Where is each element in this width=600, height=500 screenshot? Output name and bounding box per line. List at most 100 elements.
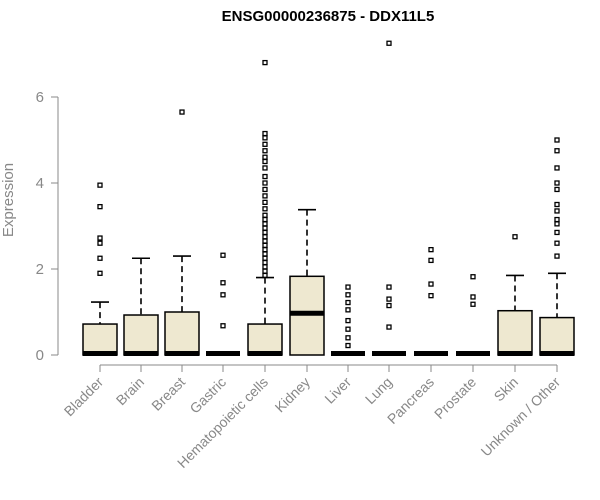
y-tick-label: 2 [36, 261, 44, 278]
outlier-point [554, 221, 560, 227]
outlier-point [554, 180, 560, 186]
outlier-point [262, 268, 268, 274]
outlier-point [262, 238, 268, 244]
box-liver [331, 284, 365, 356]
outlier-point [386, 296, 392, 302]
outlier-point [262, 154, 268, 160]
outlier-point [470, 301, 476, 307]
x-tick-label: Skin [491, 374, 522, 405]
iqr-box [164, 311, 200, 356]
outlier-point [428, 281, 434, 287]
outlier-point [470, 274, 476, 280]
outlier-point [345, 335, 351, 341]
box-bladder [82, 182, 118, 356]
x-tick-label: Breast [148, 374, 188, 414]
outlier-point [386, 284, 392, 290]
outlier-point [262, 165, 268, 171]
box-prostate [456, 274, 490, 356]
outlier-point [262, 158, 268, 165]
outlier-point [554, 186, 560, 193]
outlier-point [262, 199, 268, 206]
outlier-point [345, 284, 351, 290]
x-tick-label: Unknown / Other [478, 374, 564, 460]
outlier-point [97, 235, 103, 241]
outlier-point [262, 216, 268, 223]
outlier-point [386, 40, 392, 46]
x-tick-label: Pancreas [384, 374, 437, 427]
outlier-point [554, 208, 560, 214]
outlier-point [97, 240, 103, 246]
y-tick-label: 4 [36, 175, 44, 192]
outlier-point [428, 293, 434, 299]
outlier-point [345, 326, 351, 332]
y-axis: 0 2 4 6 [36, 89, 59, 364]
outlier-point [554, 229, 560, 236]
box-brain [123, 257, 159, 356]
x-tick-label: Liver [321, 374, 354, 407]
outlier-point [345, 307, 351, 313]
outlier-point [345, 317, 351, 324]
outlier-point [262, 221, 268, 227]
x-tick-label: Lung [362, 374, 395, 407]
outlier-point [262, 186, 268, 193]
outlier-point [262, 272, 268, 279]
iqr-box [247, 323, 283, 356]
outlier-point [97, 203, 103, 210]
x-tick-label: Brain [113, 374, 147, 408]
outlier-point [262, 234, 268, 240]
box-hematopoietic-cells [247, 59, 283, 356]
outlier-point [345, 342, 351, 349]
outlier-point [554, 137, 560, 143]
x-tick-label: Kidney [272, 374, 314, 416]
box-pancreas [414, 246, 448, 356]
y-tick-label: 6 [36, 89, 44, 106]
outlier-point [262, 141, 268, 147]
outlier-point [262, 255, 268, 261]
outlier-point [262, 193, 268, 199]
box-breast [164, 109, 200, 356]
outlier-point [345, 299, 351, 306]
outlier-point [220, 252, 226, 258]
outlier-point [262, 246, 268, 253]
x-tick-label: Bladder [61, 374, 107, 420]
outlier-point [97, 182, 103, 188]
chart-title: ENSG00000236875 - DDX11L5 [222, 8, 435, 25]
outlier-point [262, 212, 268, 218]
outlier-point [262, 251, 268, 257]
outlier-point [262, 264, 268, 270]
y-axis-label: Expression [0, 163, 17, 237]
outlier-point [386, 302, 392, 309]
outlier-point [428, 246, 434, 253]
x-tick-label: Prostate [431, 374, 479, 422]
outlier-point [262, 242, 268, 249]
outlier-point [554, 148, 560, 154]
outlier-point [262, 206, 268, 212]
outlier-point [386, 324, 392, 330]
outlier-point [554, 253, 560, 259]
iqr-box [539, 316, 575, 356]
box-kidney [289, 208, 325, 356]
box-lung [372, 40, 406, 356]
outlier-point [554, 240, 560, 246]
y-tick-label: 0 [36, 347, 44, 364]
plot-area [82, 40, 575, 356]
box-skin [497, 234, 533, 356]
box-unknown-other [539, 137, 575, 356]
outlier-point [262, 148, 268, 154]
outlier-point [97, 270, 103, 276]
outlier-point [262, 59, 268, 66]
outlier-point [97, 255, 103, 261]
outlier-point [262, 229, 268, 236]
outlier-point [220, 323, 226, 329]
outlier-point [554, 201, 560, 208]
outlier-point [554, 216, 560, 223]
iqr-box [123, 314, 159, 356]
iqr-box [82, 323, 118, 356]
outlier-point [262, 173, 268, 180]
outlier-point [470, 294, 476, 300]
iqr-box [497, 309, 533, 356]
outlier-point [220, 292, 226, 298]
outlier-point [262, 259, 268, 266]
